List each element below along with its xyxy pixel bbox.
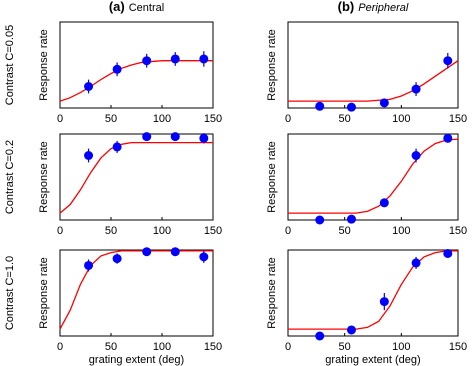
data-point [84, 151, 94, 160]
x-tick-label: 100 [153, 341, 171, 353]
x-tick-label: 100 [392, 113, 410, 125]
data-point [199, 133, 209, 143]
x-tick-label: 50 [339, 225, 351, 237]
panel-name: Peripheral [358, 2, 409, 14]
x-axis-label: grating extent (deg) [89, 354, 184, 366]
data-point [411, 151, 421, 160]
data-point [346, 214, 356, 224]
plot-frame [59, 133, 214, 221]
y-axis-label: Response rate [38, 29, 50, 101]
fit-curve [59, 250, 213, 330]
x-tick-label: 150 [204, 113, 222, 125]
x-tick-label: 150 [449, 225, 467, 237]
data-point [142, 56, 152, 66]
x-tick-label: 50 [339, 113, 351, 125]
data-point [170, 132, 180, 142]
x-tick-label: 0 [285, 113, 291, 125]
x-tick-label: 150 [204, 341, 222, 353]
panel-title: (a) Central [109, 0, 164, 14]
plot-frame [287, 249, 459, 337]
plot-frame [59, 21, 214, 109]
x-tick-label: 100 [392, 225, 410, 237]
x-axis-label: grating extent (deg) [325, 354, 420, 366]
data-point [346, 102, 356, 112]
y-axis-label: Response rate [266, 29, 278, 101]
plot-frame [59, 249, 214, 337]
data-point [315, 331, 325, 341]
x-tick-label: 100 [153, 225, 171, 237]
data-point [443, 133, 453, 143]
panel-letter: (b) [338, 0, 355, 14]
plot-frame [287, 21, 459, 109]
data-point [379, 297, 389, 307]
data-point [199, 252, 209, 262]
panel-letter: (a) [109, 0, 125, 14]
panel-name: Central [129, 2, 164, 14]
row-label: Contrast C=0.2 [4, 140, 16, 214]
plot-frame [287, 133, 459, 221]
fit-curve [288, 250, 458, 330]
x-tick-label: 50 [105, 341, 117, 353]
x-tick-label: 0 [57, 225, 63, 237]
data-point [411, 258, 421, 268]
fit-curve [59, 141, 213, 214]
y-axis-label: Response rate [266, 141, 278, 213]
data-point [379, 198, 389, 208]
x-tick-label: 150 [449, 341, 467, 353]
y-axis-label: Response rate [38, 141, 50, 213]
data-point [84, 260, 94, 270]
x-tick-label: 0 [285, 225, 291, 237]
row-label: Contrast C=1.0 [4, 256, 16, 330]
data-point [142, 247, 152, 257]
data-point [142, 132, 152, 142]
data-point [315, 101, 325, 111]
y-axis-label: Response rate [38, 257, 50, 329]
x-tick-label: 100 [153, 113, 171, 125]
data-point [379, 98, 389, 108]
data-point [443, 248, 453, 258]
data-point [170, 247, 180, 257]
x-tick-label: 150 [449, 113, 467, 125]
data-point [315, 215, 325, 225]
data-point [112, 254, 122, 264]
x-tick-label: 0 [285, 341, 291, 353]
fit-curve [288, 60, 459, 102]
panel-title: (b) Peripheral [338, 0, 409, 14]
data-point [112, 142, 122, 152]
data-point [411, 84, 421, 94]
fit-curve [288, 138, 459, 214]
x-tick-label: 0 [57, 341, 63, 353]
data-point [84, 82, 94, 91]
fit-curve [59, 60, 213, 102]
data-point [443, 56, 453, 66]
x-tick-label: 0 [57, 113, 63, 125]
y-axis-label: Response rate [266, 257, 278, 329]
x-tick-label: 100 [392, 341, 410, 353]
data-point [170, 54, 180, 64]
data-point [346, 325, 356, 335]
x-tick-label: 50 [339, 341, 351, 353]
data-point [112, 64, 122, 74]
x-tick-label: 50 [105, 113, 117, 125]
data-point [199, 54, 209, 64]
row-label: Contrast C=0.05 [4, 25, 16, 105]
x-tick-label: 50 [105, 225, 117, 237]
x-tick-label: 150 [204, 225, 222, 237]
